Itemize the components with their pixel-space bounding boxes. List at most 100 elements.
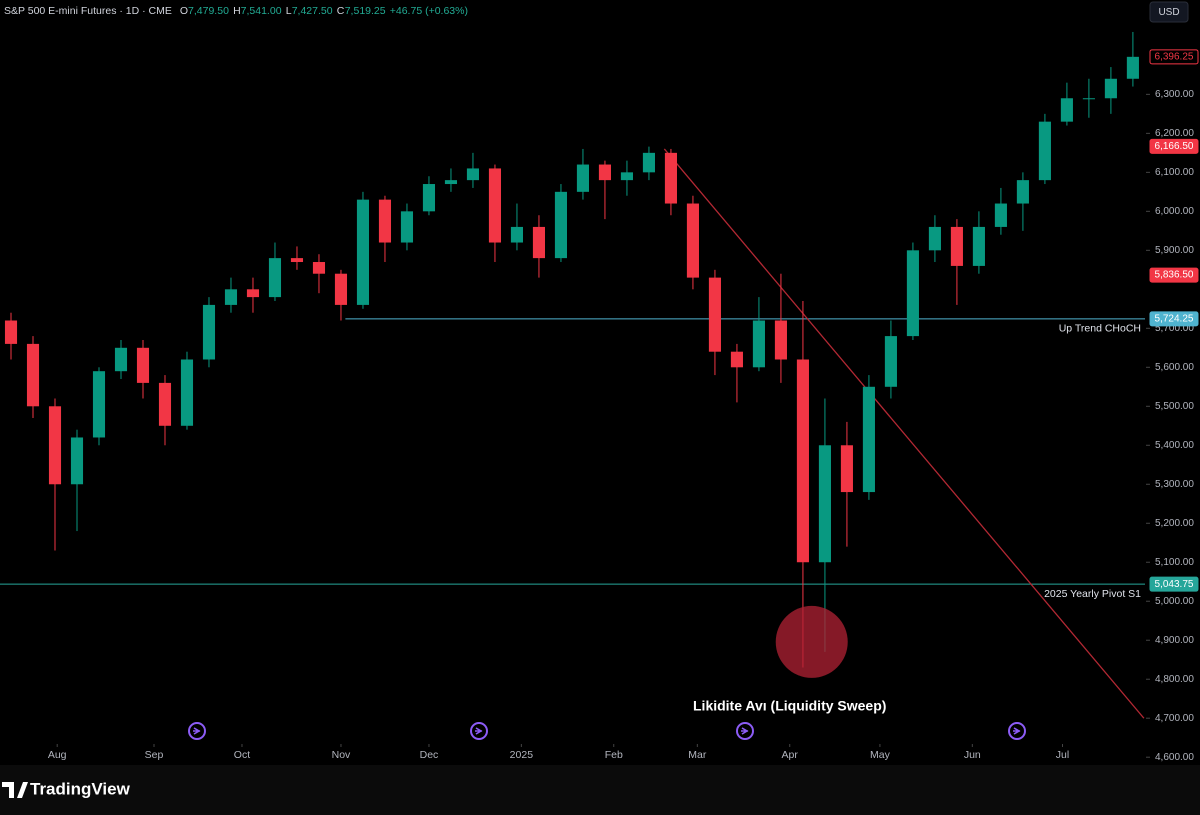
y-tick-label: 5,500.00 [1155, 401, 1194, 412]
event-icons [188, 722, 1026, 740]
x-tick-label: Mar [688, 749, 707, 761]
y-tick-label: 6,300.00 [1155, 89, 1194, 100]
candle-body [906, 250, 919, 337]
candle-body [554, 191, 568, 259]
candle-body [840, 445, 853, 493]
symbol: S&P 500 E-mini Futures · 1D · CME [4, 5, 172, 17]
candle-body [70, 437, 84, 485]
ohlc-label: L [286, 5, 292, 17]
y-tick-label: 6,200.00 [1155, 128, 1194, 139]
candle-body [136, 347, 150, 383]
candle-body [26, 343, 40, 407]
candle-body [686, 203, 699, 278]
candle-body [1126, 56, 1139, 79]
ohlc-value: 7,541.00 [241, 5, 282, 17]
event-icon[interactable] [1008, 722, 1026, 740]
candle-body [664, 152, 677, 204]
y-tick-label: 5,200.00 [1155, 518, 1194, 529]
sweep-marker [775, 605, 848, 678]
ohlc-label: C [337, 5, 345, 17]
ohlc-value: 7,519.25 [345, 5, 386, 17]
candle-body [246, 289, 260, 298]
candle-body [1060, 98, 1073, 122]
trendline [663, 148, 1145, 719]
y-tick-label: 5,900.00 [1155, 245, 1194, 256]
brand: TradingView [30, 779, 131, 798]
candle-body [224, 289, 238, 305]
candle-body [356, 199, 370, 305]
y-tick-label: 4,900.00 [1155, 635, 1194, 646]
candle-body [488, 168, 502, 243]
candle-body [950, 226, 963, 266]
change: +46.75 (+0.63%) [390, 5, 468, 17]
candle-body [202, 304, 216, 360]
candle-body [598, 164, 611, 181]
candle-body [708, 277, 721, 352]
candle-body [158, 382, 172, 426]
y-tick-label: 4,700.00 [1155, 713, 1194, 724]
y-tick-label: 4,800.00 [1155, 674, 1194, 685]
candle-body [290, 258, 304, 263]
footer [0, 765, 1200, 815]
ohlc-label: O [180, 5, 188, 17]
price-label: 5,724.25 [1155, 313, 1194, 324]
candle-body [378, 199, 392, 243]
candle-body [730, 351, 743, 368]
x-tick-label: Jul [1056, 749, 1069, 761]
price-label: 5,043.75 [1155, 579, 1194, 590]
candle-body [4, 320, 18, 344]
candle-body [576, 164, 589, 192]
candle-body [1038, 121, 1051, 181]
x-tick-label: 2025 [510, 749, 534, 761]
price-label: 5,836.50 [1155, 270, 1194, 281]
x-tick-label: May [870, 749, 891, 761]
y-tick-label: 5,700.00 [1155, 323, 1194, 334]
candle-body [818, 445, 831, 563]
candle-body [180, 359, 194, 426]
event-icon[interactable] [470, 722, 488, 740]
ohlc-value: 7,427.50 [292, 5, 333, 17]
y-tick-label: 5,400.00 [1155, 440, 1194, 451]
y-tick-label: 5,600.00 [1155, 362, 1194, 373]
event-icon[interactable] [188, 722, 206, 740]
background [0, 0, 1200, 765]
candle-body [752, 320, 765, 368]
annotation: Likidite Avı (Liquidity Sweep) [693, 698, 886, 714]
price-label-box [1149, 138, 1199, 154]
price-label-box [1149, 311, 1199, 327]
candle-body [928, 226, 941, 251]
candle-body [642, 152, 655, 173]
price-label: 6,396.25 [1155, 51, 1194, 62]
candle-body [994, 203, 1007, 227]
candle-body [862, 386, 875, 493]
candle-body [510, 226, 524, 243]
x-tick-label: Jun [964, 749, 981, 761]
x-tick-label: Dec [420, 749, 439, 761]
y-tick-label: 6,000.00 [1155, 206, 1194, 217]
candle-body [48, 406, 62, 485]
candle-body [422, 184, 436, 212]
currency: USD [1158, 7, 1179, 18]
candle-body [532, 226, 546, 259]
candle-body [400, 211, 414, 243]
candle-body [796, 359, 809, 563]
y-tick-label: 6,100.00 [1155, 167, 1194, 178]
x-tick-label: Apr [782, 749, 799, 761]
candle-body [334, 273, 348, 305]
candle-body [466, 168, 480, 181]
level-label: Up Trend CHoCH [1059, 323, 1141, 335]
candle-body [92, 371, 106, 438]
candle-body [114, 347, 128, 372]
event-icon[interactable] [736, 722, 754, 740]
price-label-box [1149, 576, 1199, 592]
ohlc-value: 7,479.50 [188, 5, 229, 17]
candle-body [268, 258, 282, 298]
brand-logo [2, 782, 28, 798]
x-tick-label: Aug [48, 749, 67, 761]
price-label-box [1149, 49, 1199, 65]
candle-body [1104, 78, 1117, 99]
ohlc-label: H [233, 5, 241, 17]
candle-body [972, 226, 985, 266]
currency-button[interactable] [1149, 1, 1189, 23]
